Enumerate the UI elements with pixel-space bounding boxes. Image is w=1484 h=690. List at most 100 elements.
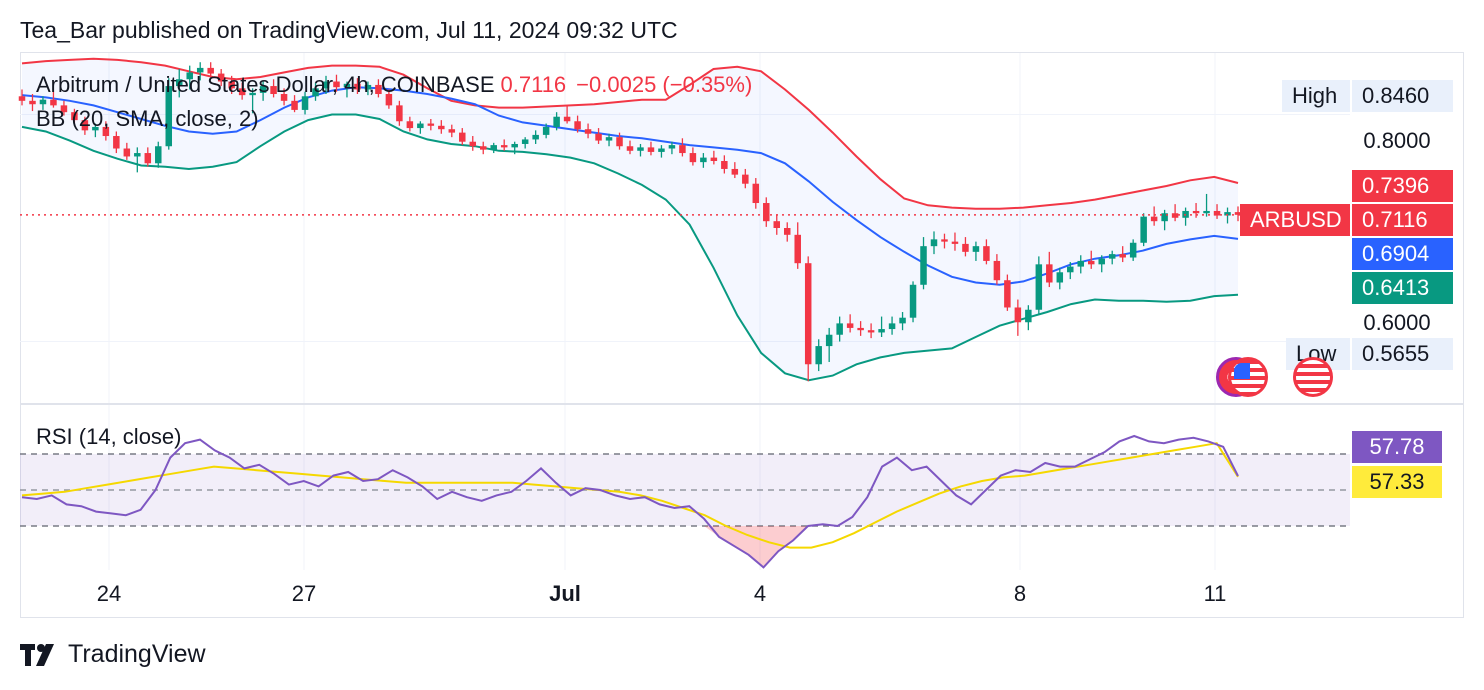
candle-body [364, 84, 372, 90]
candle [18, 89, 26, 106]
rsi-ma-label: 57.33 [1352, 466, 1442, 498]
candle-body [81, 120, 89, 131]
candle-body [637, 147, 644, 151]
candlestick-series [18, 62, 1242, 382]
candle [574, 115, 581, 133]
candle [1014, 299, 1022, 336]
candle-body [783, 228, 791, 235]
candle-body [490, 145, 497, 150]
candle [888, 316, 896, 335]
candle-body [1087, 260, 1095, 265]
candle-body [773, 221, 781, 228]
candle-body [1203, 210, 1210, 214]
bb-basis-line [21, 86, 1239, 286]
footer-brand[interactable]: TradingView [20, 640, 206, 669]
candle-body [385, 94, 393, 106]
us-flag-icon[interactable] [1228, 357, 1268, 397]
candle [1077, 255, 1085, 274]
candle [144, 147, 152, 167]
candle [134, 147, 141, 173]
candle-body [1171, 213, 1179, 218]
candle [584, 123, 592, 139]
candle [1140, 213, 1147, 247]
rsi-line [21, 434, 1239, 569]
candle [1067, 262, 1074, 280]
candle-body [553, 116, 560, 127]
candle [270, 79, 277, 98]
candle-body [469, 141, 477, 147]
price-tick: 0.6000 [1363, 310, 1431, 335]
candle [647, 141, 655, 156]
price-tick: 0.8000 [1363, 128, 1431, 153]
candle [490, 142, 497, 154]
candle [878, 316, 885, 338]
candle [542, 123, 550, 139]
candle-body [1213, 210, 1221, 216]
time-tick: 27 [291, 581, 317, 606]
candle-body [343, 83, 351, 88]
candle [1203, 193, 1210, 217]
candle-body [406, 121, 414, 129]
candle-body [951, 241, 959, 244]
candle [50, 91, 57, 108]
candle [857, 321, 864, 336]
candle-body [322, 81, 330, 89]
candle-body [616, 137, 623, 147]
us-flag-icon[interactable] [1293, 357, 1333, 397]
candle [1098, 255, 1105, 273]
candle [710, 150, 718, 165]
high-label: High [1282, 80, 1350, 112]
candle-body [532, 134, 539, 140]
candle [343, 81, 351, 98]
candle-body [50, 99, 57, 106]
candle [249, 88, 256, 114]
candle-body [312, 88, 319, 97]
time-tick: 24 [96, 581, 122, 606]
candle [783, 222, 791, 242]
candle [322, 75, 330, 95]
bb-lower-line [21, 113, 1239, 382]
candle-body [731, 168, 739, 175]
candle [123, 142, 131, 160]
candle [186, 65, 193, 90]
candle-body [29, 100, 36, 105]
candle-body [1108, 254, 1116, 259]
candle [521, 137, 529, 149]
candle [175, 69, 183, 98]
candle-body [238, 88, 246, 96]
symbol-legend: Arbitrum / United States Dollar, 4h, COI… [36, 72, 752, 98]
candle-body [962, 243, 969, 252]
candle-body [668, 145, 676, 149]
time-tick: 11 [1203, 581, 1227, 606]
candle [364, 81, 372, 96]
candle-body [228, 81, 235, 89]
candle [1119, 246, 1126, 263]
candle-body [721, 161, 728, 169]
candle [427, 118, 435, 131]
candle-body [1077, 260, 1085, 267]
candle [1046, 251, 1053, 288]
candle [532, 130, 539, 144]
candle [836, 316, 843, 342]
candle-body [207, 67, 214, 74]
rsi-oversold-fill [704, 526, 808, 568]
candle-body [909, 284, 917, 318]
candle [1087, 250, 1095, 269]
candle [1004, 274, 1011, 311]
candle-body [679, 145, 686, 154]
candle [700, 153, 707, 168]
candle [983, 239, 990, 265]
candle [941, 233, 948, 249]
candle-body [1056, 272, 1064, 283]
candle [385, 89, 393, 109]
candle-body [920, 246, 927, 285]
symbol-tag: ARBUSD [1240, 204, 1350, 236]
candle [165, 78, 173, 150]
candle [60, 100, 68, 116]
candle-body [1224, 212, 1231, 216]
candle-body [867, 330, 875, 333]
candle-body [710, 157, 718, 162]
candle [500, 139, 508, 151]
candle [689, 147, 697, 166]
